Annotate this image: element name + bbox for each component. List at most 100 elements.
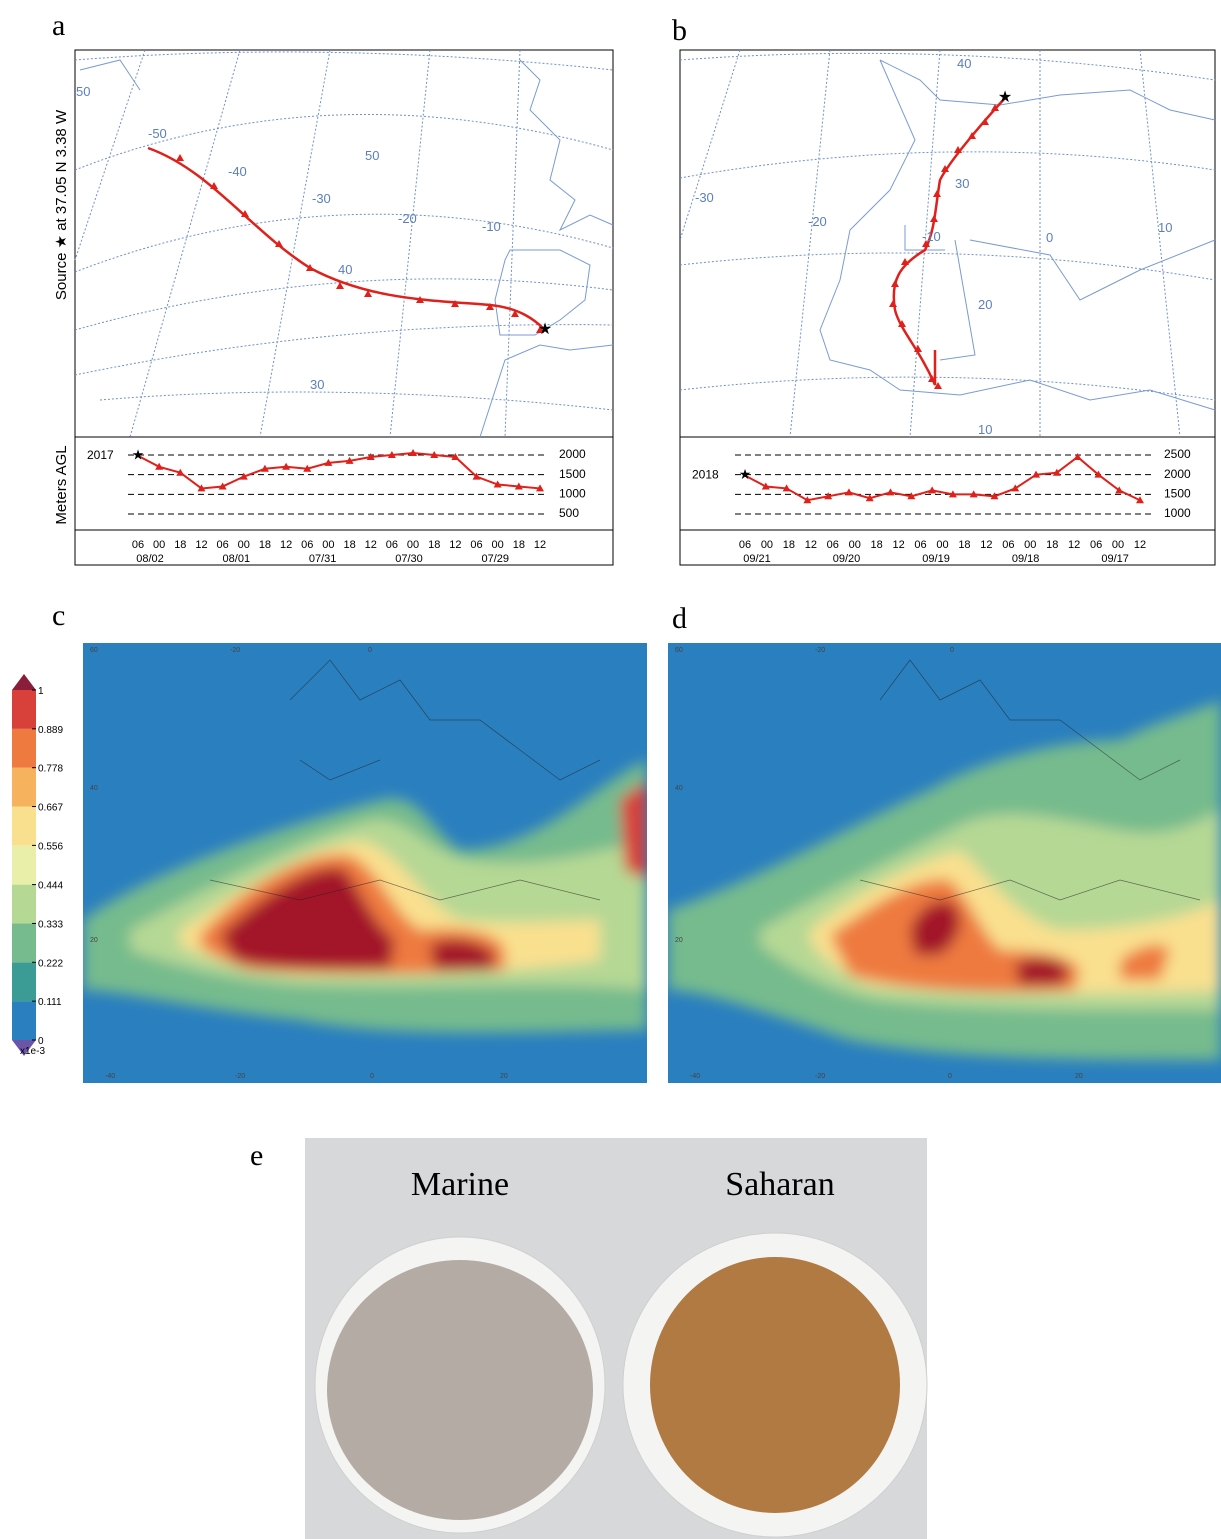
source-label: Source ★ at 37.05 N 3.38 W xyxy=(53,109,70,300)
date-label: 07/30 xyxy=(395,553,423,565)
x-tick-label: 12 xyxy=(534,539,546,551)
colorbar-extend xyxy=(12,674,36,690)
colorbar-label: 0.889 xyxy=(38,725,63,736)
marine-filter xyxy=(327,1260,593,1520)
map-label: 0 xyxy=(368,647,372,654)
colorbar-segment xyxy=(12,923,36,963)
y-tick-label: 500 xyxy=(559,506,579,520)
map-label: 40 xyxy=(338,262,352,277)
altitude-point xyxy=(197,484,206,492)
altitude-point xyxy=(907,492,916,500)
x-tick-label: 00 xyxy=(936,539,948,551)
x-tick-label: 18 xyxy=(1046,539,1058,551)
altitude-line xyxy=(137,452,541,490)
map-label: 20 xyxy=(675,937,683,944)
x-tick-label: 06 xyxy=(470,539,482,551)
colorbar-segment xyxy=(12,690,36,729)
x-tick-label: 06 xyxy=(1002,539,1014,551)
x-tick-label: 00 xyxy=(761,539,773,551)
map-label: -50 xyxy=(148,126,167,141)
x-tick-label: 00 xyxy=(238,539,250,551)
altitude-point xyxy=(260,464,269,472)
panel-e-photo: Marine Saharan xyxy=(305,1138,928,1539)
y-tick-label: 2500 xyxy=(1164,447,1191,461)
map-label: 40 xyxy=(90,785,98,792)
x-tick-label: 12 xyxy=(280,539,292,551)
map-grid xyxy=(74,49,521,438)
altitude-point xyxy=(472,472,481,480)
date-label: 09/19 xyxy=(922,553,950,565)
x-tick-label: 12 xyxy=(1134,539,1146,551)
altitude-point xyxy=(303,464,312,472)
panel-c-map xyxy=(83,643,647,1083)
panel-d-ticks: 60 -20 0 40 20 -40 -20 0 20 xyxy=(675,647,1083,1080)
map-label: 0 xyxy=(370,1073,374,1080)
x-tick-label: 12 xyxy=(805,539,817,551)
source-star: ★ xyxy=(998,89,1012,106)
map-label: 10 xyxy=(978,422,992,437)
x-tick-label: 18 xyxy=(343,539,355,551)
map-label: 0 xyxy=(1046,230,1053,245)
map-label: 0 xyxy=(950,647,954,654)
x-tick-label: 00 xyxy=(407,539,419,551)
map-grid xyxy=(679,52,1216,401)
x-tick-label: 00 xyxy=(153,539,165,551)
altitude-point xyxy=(1136,496,1144,504)
altitude-point xyxy=(928,486,937,494)
colorbar-label: 0 xyxy=(38,1036,44,1047)
map-label: 30 xyxy=(310,377,324,392)
saharan-filter xyxy=(650,1257,900,1513)
map-label: -10 xyxy=(482,219,501,234)
panel-label: b xyxy=(672,14,687,47)
year-label: 2017 xyxy=(87,448,114,462)
map-label: -40 xyxy=(690,1073,700,1080)
map-label: -10 xyxy=(922,229,941,244)
map-label: -20 xyxy=(815,1073,825,1080)
date-label: 09/18 xyxy=(1012,553,1040,565)
panel-b: ★ 40 30 -30 -20 -10 0 10 20 10 xyxy=(679,49,1216,566)
colorbar-segment xyxy=(12,1001,36,1040)
altitude-point xyxy=(782,484,791,492)
map-label: -30 xyxy=(312,191,331,206)
altitude-point: ★ xyxy=(739,466,752,482)
map-label: -30 xyxy=(695,190,714,205)
map-label: -20 xyxy=(398,211,417,226)
altitude-point xyxy=(1094,470,1103,478)
map-label: 10 xyxy=(1158,220,1172,235)
altitude-point xyxy=(824,492,833,500)
altitude-point xyxy=(239,472,248,480)
altitude-point xyxy=(493,480,502,488)
altitude-point xyxy=(514,482,523,490)
caption: Saharan xyxy=(725,1166,835,1203)
map-label: 50 xyxy=(365,148,379,163)
x-tick-label: 12 xyxy=(1068,539,1080,551)
altitude-point xyxy=(430,451,439,458)
map-grid xyxy=(74,113,614,376)
altitude-point xyxy=(1115,486,1124,494)
caption: Marine xyxy=(411,1166,509,1203)
x-tick-label: 18 xyxy=(783,539,795,551)
colorbar-label: 0.556 xyxy=(38,841,63,852)
y-tick-label: 1000 xyxy=(1164,506,1191,520)
colorbar-segment xyxy=(12,845,36,885)
panel-label: c xyxy=(52,599,65,632)
y-tick-label: 2000 xyxy=(1164,467,1191,481)
source-star: ★ xyxy=(538,321,552,338)
map-label: 20 xyxy=(1075,1073,1083,1080)
date-label: 07/29 xyxy=(482,553,510,565)
x-tick-label: 06 xyxy=(827,539,839,551)
altitude-point xyxy=(844,488,853,496)
colorbar-label: 0.222 xyxy=(38,958,63,969)
coastline xyxy=(79,59,614,438)
altitude-point xyxy=(451,452,460,460)
x-tick-label: 06 xyxy=(386,539,398,551)
frame xyxy=(679,49,1216,566)
x-tick-label: 00 xyxy=(492,539,504,551)
y-tick-label: 1000 xyxy=(559,487,586,501)
colorbar-label: 0.111 xyxy=(38,997,62,1008)
altitude-point xyxy=(409,449,418,457)
x-tick-label: 18 xyxy=(259,539,271,551)
altitude-point xyxy=(366,452,375,460)
x-tick-label: 12 xyxy=(449,539,461,551)
altitude-point xyxy=(1073,452,1082,460)
